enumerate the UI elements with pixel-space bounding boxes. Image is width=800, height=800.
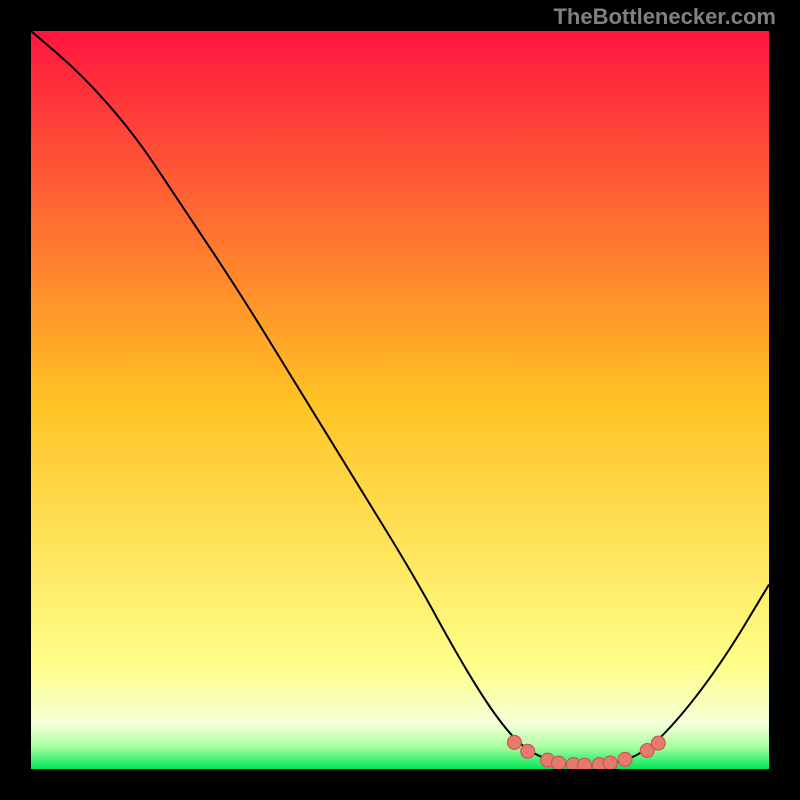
curve-marker: [578, 758, 592, 769]
bottleneck-chart: [31, 31, 769, 769]
curve-marker: [651, 736, 665, 750]
curve-marker: [618, 752, 632, 766]
watermark-text: TheBottlenecker.com: [553, 4, 776, 30]
curve-marker: [603, 756, 617, 769]
curve-marker: [507, 735, 521, 749]
plot-area: [31, 31, 769, 769]
curve-marker: [552, 756, 566, 769]
gradient-background: [31, 31, 769, 769]
curve-marker: [521, 744, 535, 758]
